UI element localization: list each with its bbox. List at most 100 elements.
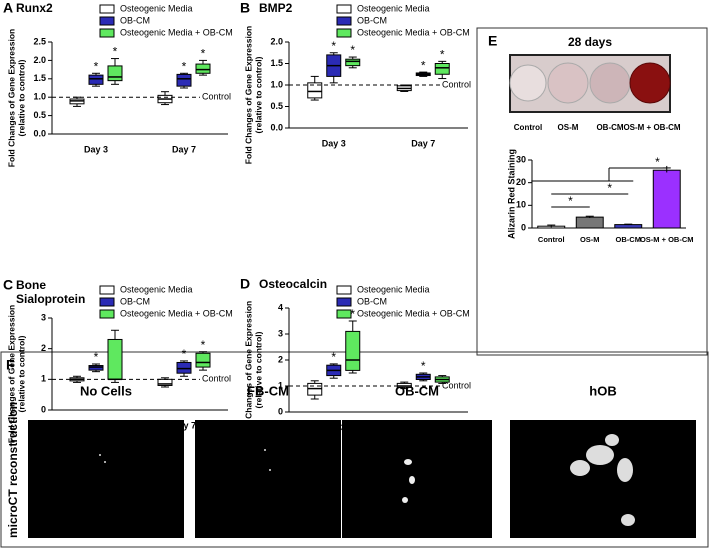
x-tick-label: Day 7: [411, 138, 435, 148]
x-tick-label: OB-CM: [616, 235, 641, 244]
image-label: Control: [514, 123, 542, 132]
box: [195, 63, 211, 74]
legend-swatch: [99, 285, 115, 295]
significance: *: [421, 359, 426, 373]
column-title: hOB: [589, 383, 616, 398]
significance: *: [350, 307, 355, 321]
legend-label: OB-CM: [357, 296, 387, 306]
speck: [269, 469, 271, 471]
y-tick-label: 0.5: [33, 110, 46, 120]
significance: *: [113, 45, 118, 59]
y-axis-label: (relative to control): [16, 59, 26, 136]
significance: *: [421, 58, 426, 72]
y-tick-label: 0: [521, 222, 526, 232]
legend-swatch: [336, 285, 352, 295]
speck: [402, 497, 408, 503]
x-tick-label: Control: [538, 235, 565, 244]
significance: *: [440, 48, 445, 62]
x-tick-label: OS-M + OB-CM: [640, 235, 694, 244]
speck: [99, 454, 101, 456]
box: [195, 352, 211, 368]
chart-title: Osteocalcin: [259, 277, 327, 291]
legend-swatch: [336, 297, 352, 307]
y-axis-label: Fold Changes of Gene Expression: [243, 301, 253, 439]
y-axis-label: (relative to control): [253, 56, 263, 133]
y-tick-label: 4: [278, 302, 283, 312]
y-tick-label: 30: [516, 154, 526, 164]
significance: *: [201, 47, 206, 61]
x-tick-label: Day 3: [84, 420, 108, 430]
legend-swatch: [99, 309, 115, 319]
chart-title: Sialoprotein: [16, 292, 85, 306]
legend-label: OB-CM: [120, 15, 150, 25]
chart-title: Bone: [16, 278, 46, 292]
chart-title: BMP2: [259, 1, 293, 15]
well: [509, 64, 547, 102]
legend-swatch: [336, 309, 352, 319]
chart-title: 28 days: [568, 35, 612, 49]
significance: *: [607, 181, 612, 195]
significance: *: [182, 347, 187, 361]
x-tick-label: Day 7: [172, 420, 196, 430]
significance: *: [331, 350, 336, 364]
legend-swatch: [336, 4, 352, 14]
y-tick-label: 2.0: [33, 55, 46, 65]
x-tick-label: Day 3: [84, 144, 108, 154]
legend-label: Osteogenic Media + OB-CM: [120, 308, 233, 318]
panel-letter: F: [6, 357, 15, 373]
mineral: [621, 514, 635, 526]
well: [629, 62, 671, 104]
y-tick-label: 2: [41, 343, 46, 353]
legend-swatch: [336, 16, 352, 26]
y-tick-label: 1: [278, 380, 283, 390]
y-tick-label: 0.5: [270, 101, 283, 111]
box: [107, 65, 123, 82]
box: [88, 74, 104, 85]
x-tick-label: Day 3: [322, 138, 346, 148]
box: [345, 330, 361, 371]
legend-label: Osteogenic Media + OB-CM: [357, 27, 470, 37]
significance: *: [94, 350, 99, 364]
significance: *: [331, 39, 336, 53]
well-plate-image: [509, 54, 671, 113]
microct-image: [342, 420, 492, 538]
legend-swatch: [99, 16, 115, 26]
y-axis-label: Alizarin Red Staining: [506, 149, 516, 239]
image-label: OB-CM: [596, 123, 623, 132]
y-tick-label: 2.0: [270, 36, 283, 46]
panel-letter: B: [240, 0, 250, 16]
x-tick-label: Day 3: [322, 422, 346, 432]
microct-image: [510, 420, 696, 538]
legend-label: Osteogenic Media: [120, 3, 193, 13]
panel-letter: C: [3, 277, 13, 293]
bar: [652, 169, 681, 229]
y-tick-label: 3: [278, 328, 283, 338]
y-tick-label: 2.5: [33, 36, 46, 46]
control-label: Control: [442, 380, 471, 390]
y-tick-label: 1.5: [270, 58, 283, 68]
microct-images: [28, 420, 696, 538]
y-tick-label: 0.0: [33, 128, 46, 138]
box: [107, 338, 123, 380]
mineral: [617, 458, 633, 482]
mineral: [605, 434, 619, 446]
well: [589, 62, 631, 104]
y-tick-label: 2: [278, 354, 283, 364]
speck: [404, 459, 412, 465]
image-label: OS-M: [558, 123, 579, 132]
bar: [614, 224, 643, 229]
y-tick-label: 20: [516, 177, 526, 187]
y-axis-label: Fold Changes of Gene Expression: [6, 29, 16, 167]
box: [176, 73, 192, 87]
x-tick-label: Day 7: [172, 144, 196, 154]
mineral: [570, 460, 590, 476]
control-label: Control: [202, 374, 231, 384]
y-tick-label: 1.0: [33, 92, 46, 102]
legend-swatch: [99, 28, 115, 38]
significance: *: [350, 43, 355, 57]
y-axis-label: Fold Changes of Gene Expression: [6, 305, 16, 443]
significance: *: [94, 59, 99, 73]
x-tick-label: OS-M: [580, 235, 600, 244]
legend-label: Osteogenic Media: [357, 3, 430, 13]
